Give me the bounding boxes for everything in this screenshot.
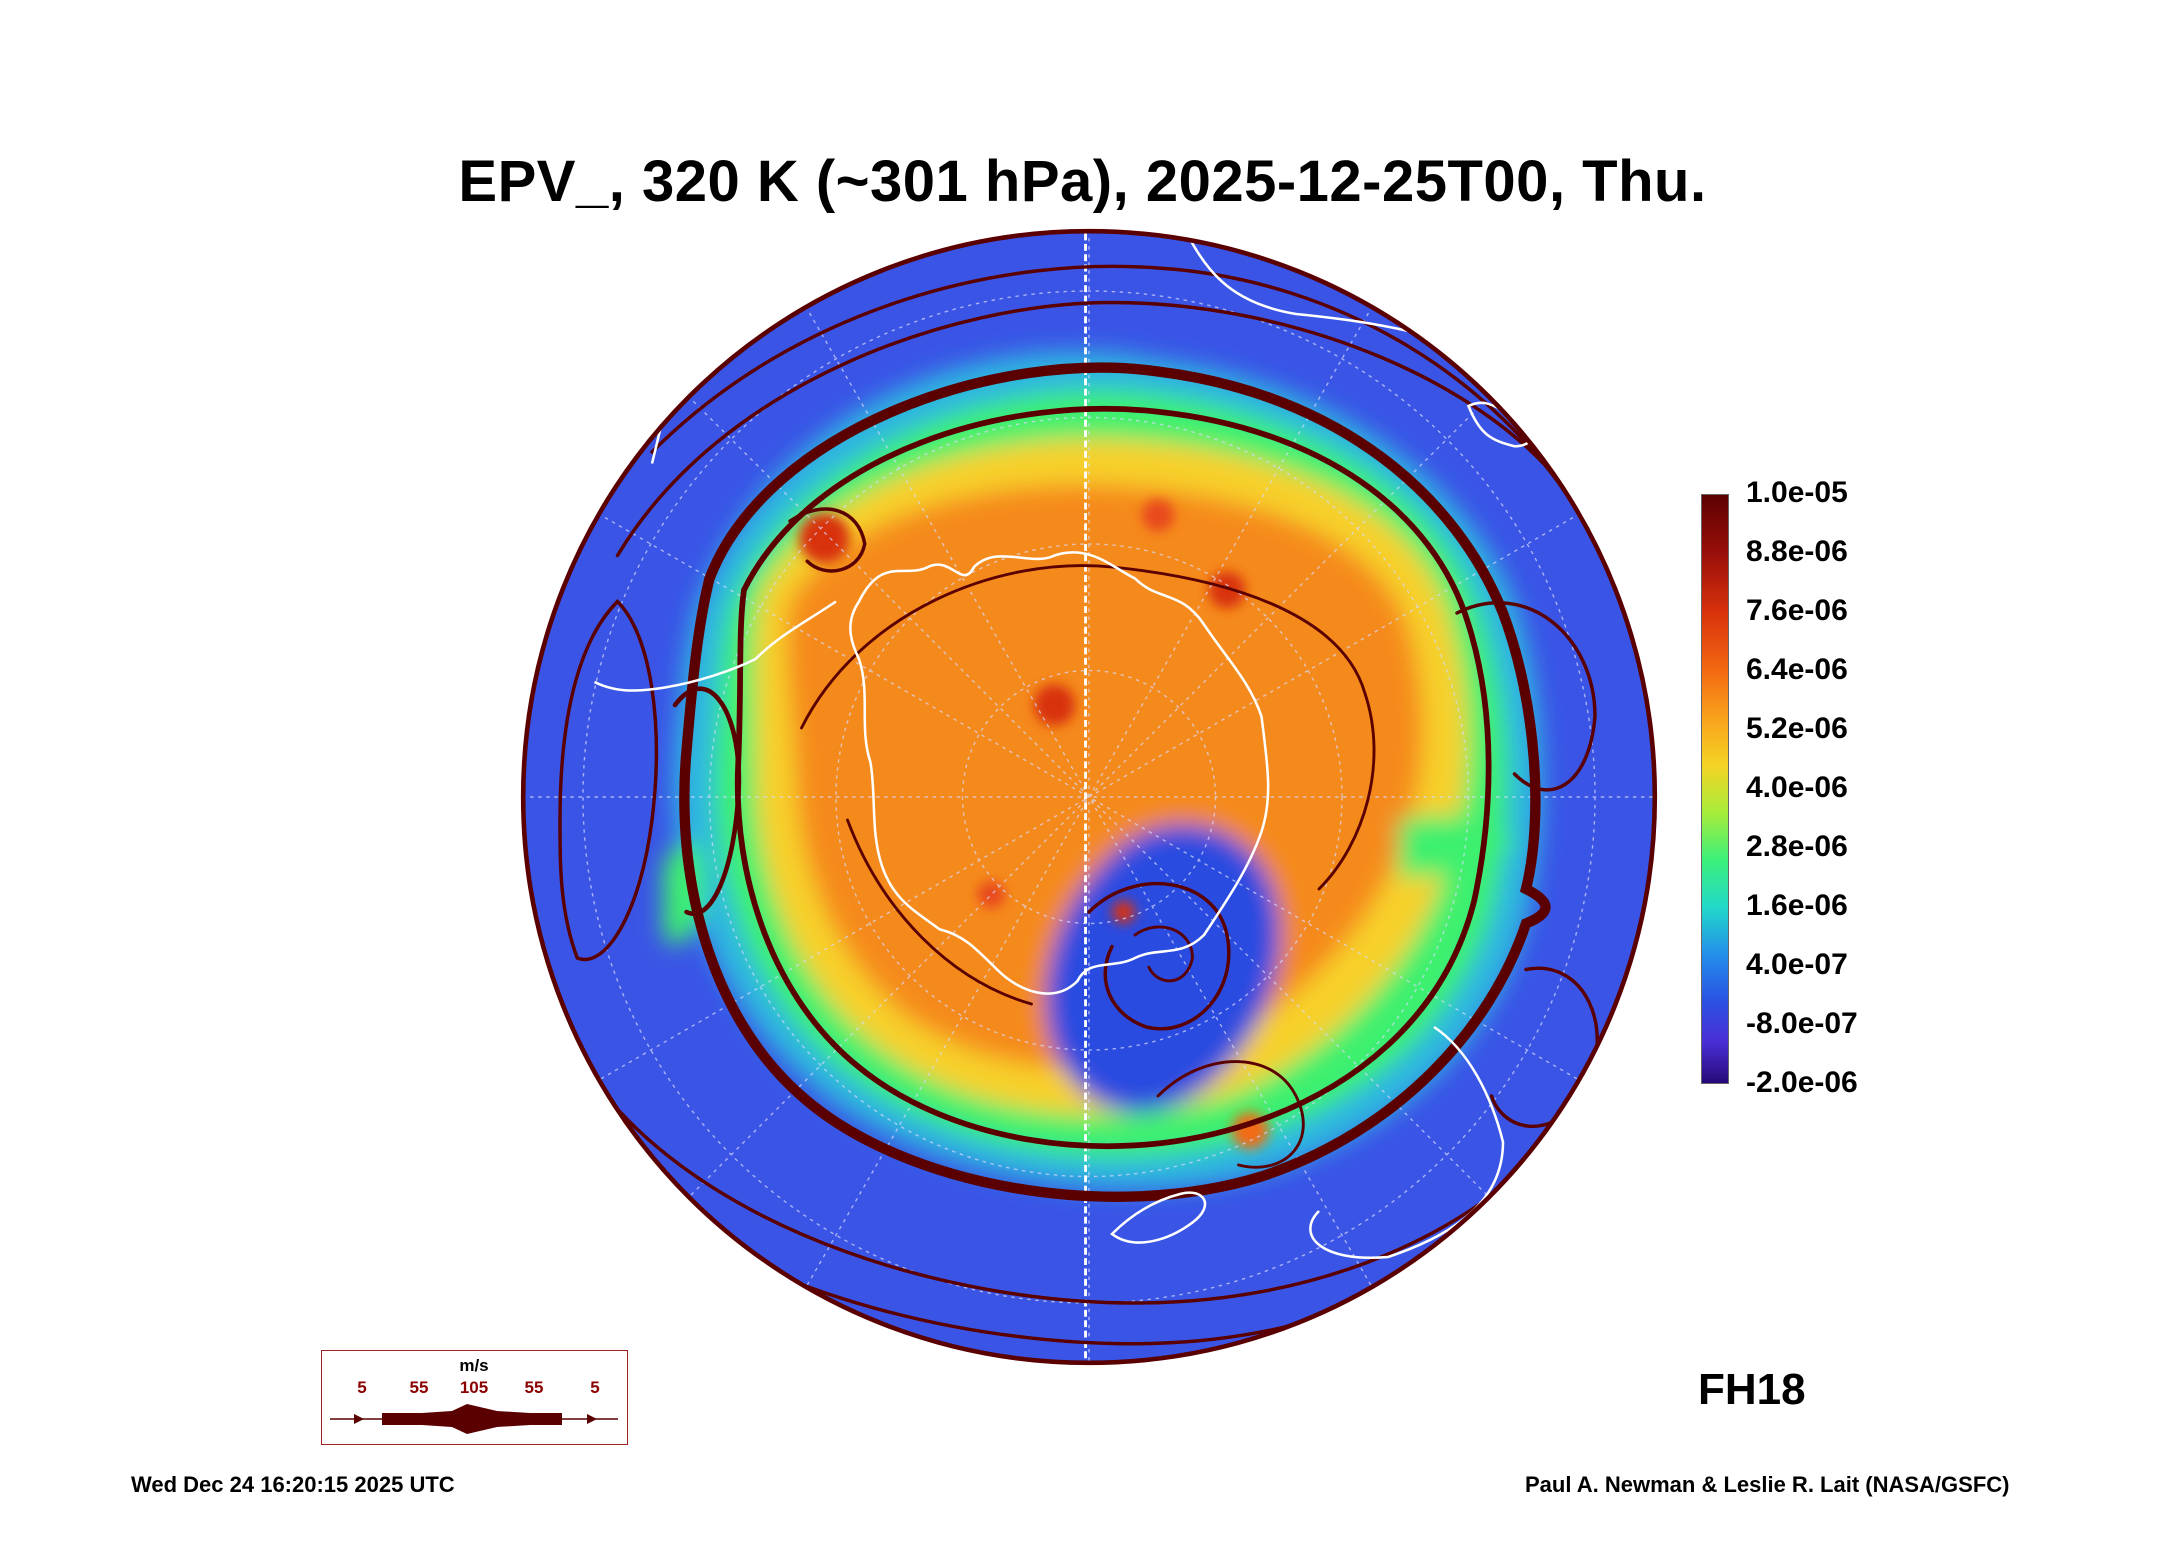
colorbar-label: 2.8e-06: [1746, 830, 1848, 863]
wind-legend-speed: 5: [590, 1378, 599, 1397]
colorbar-label: 1.6e-06: [1746, 889, 1848, 922]
wind-legend-speed: 55: [525, 1378, 544, 1397]
pv-field: [663, 351, 1543, 1190]
forecast-hour: FH18: [1698, 1365, 1806, 1414]
colorbar-label: 1.0e-05: [1746, 476, 1848, 509]
colorbar-label: -8.0e-07: [1746, 1007, 1858, 1040]
wind-legend-speed: 55: [410, 1378, 429, 1397]
credit: Paul A. Newman & Leslie R. Lait (NASA/GS…: [1525, 1472, 2010, 1497]
chart-title: EPV_, 320 K (~301 hPa), 2025-12-25T00, T…: [458, 149, 1707, 214]
colorbar-label: 8.8e-06: [1746, 535, 1848, 568]
wind-legend-speed: 5: [357, 1378, 366, 1397]
colorbar-label: -2.0e-06: [1746, 1066, 1858, 1099]
colorbar-label: 4.0e-06: [1746, 771, 1848, 804]
colorbar-label: 7.6e-06: [1746, 594, 1848, 627]
wind-legend-unit: m/s: [459, 1356, 488, 1375]
wind-legend-speed: 105: [460, 1378, 488, 1397]
colorbar-labels: 1.0e-05 8.8e-06 7.6e-06 6.4e-06 5.2e-06 …: [1746, 476, 1906, 1106]
colorbar-label: 6.4e-06: [1746, 653, 1848, 686]
polar-map: [520, 228, 1658, 1366]
timestamp: Wed Dec 24 16:20:15 2025 UTC: [131, 1472, 455, 1497]
colorbar-label: 4.0e-07: [1746, 948, 1848, 981]
colorbar: [1701, 494, 1729, 1084]
colorbar-label: 5.2e-06: [1746, 712, 1848, 745]
wind-legend: m/s 5 55 105 55 5: [321, 1350, 628, 1445]
